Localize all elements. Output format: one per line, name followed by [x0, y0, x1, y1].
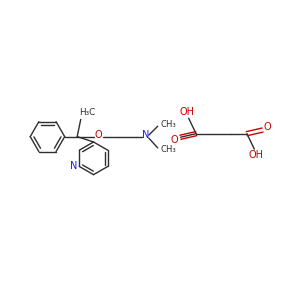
Text: H₃C: H₃C	[79, 108, 95, 117]
Text: CH₃: CH₃	[160, 120, 176, 129]
Text: O: O	[171, 135, 178, 145]
Text: OH: OH	[180, 107, 195, 117]
Text: O: O	[264, 122, 272, 131]
Text: O: O	[95, 130, 102, 140]
Text: N: N	[70, 161, 78, 172]
Text: N: N	[142, 130, 149, 140]
Text: OH: OH	[248, 150, 263, 160]
Text: CH₃: CH₃	[160, 145, 176, 154]
